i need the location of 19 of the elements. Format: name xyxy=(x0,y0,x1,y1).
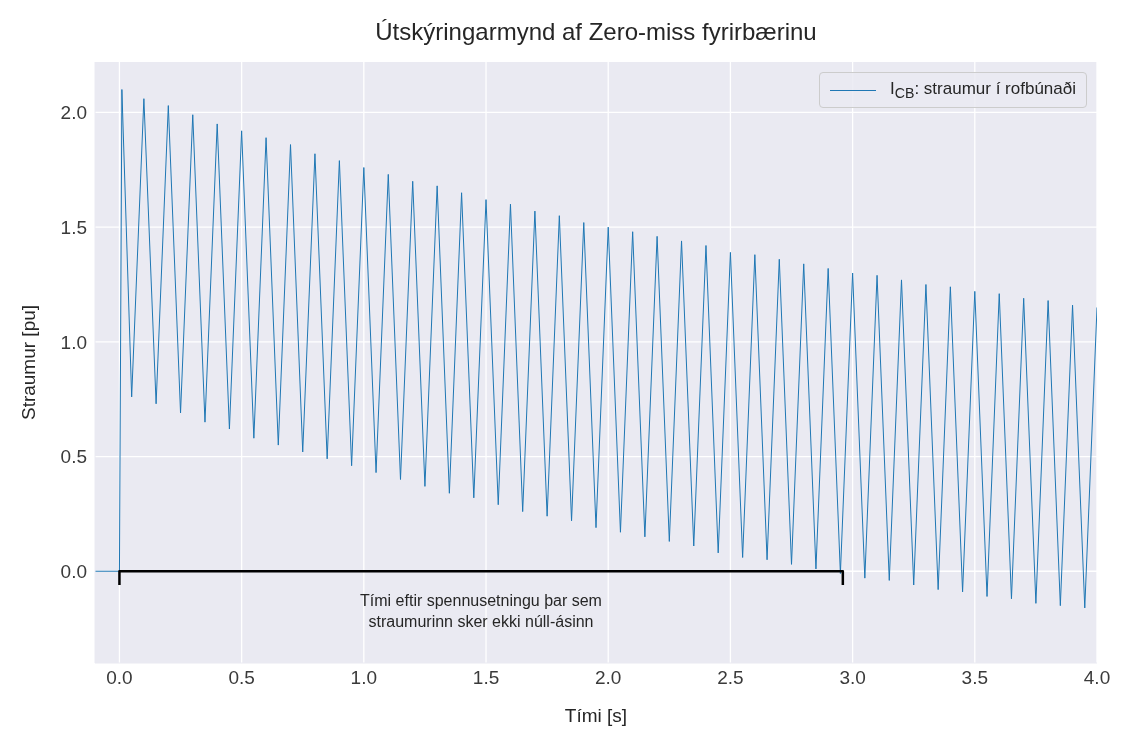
x-axis-title: Tími [s] xyxy=(564,705,628,726)
y-tick-label: 1.5 xyxy=(60,216,87,238)
x-tick-label: 0.0 xyxy=(106,667,133,689)
x-tick-label: 2.5 xyxy=(717,667,744,689)
x-tick-label: 1.0 xyxy=(350,667,378,689)
y-tick-label: 1.0 xyxy=(60,331,87,353)
x-tick-label: 3.0 xyxy=(839,667,866,689)
y-axis-title: Straumur [pu] xyxy=(17,304,39,421)
chart-title: Útskýringarmynd af Zero-miss fyrirbærinu xyxy=(374,18,818,46)
y-tick-label: 2.0 xyxy=(60,102,87,124)
x-tick-label: 3.5 xyxy=(961,667,989,689)
x-tick-label: 4.0 xyxy=(1083,667,1111,689)
annotation: Tími eftir spennusetningu þar sem straumurinn sker ekki núll-ásinn xyxy=(359,591,603,632)
x-tick-label: 1.5 xyxy=(472,667,500,689)
legend-label: I$_{CB}$: straumur í rofbúnaði xyxy=(890,79,1076,102)
y-tick-label: 0.5 xyxy=(60,446,87,468)
x-tick-label: 0.5 xyxy=(228,667,255,689)
x-tick-label: 2.0 xyxy=(595,667,622,689)
y-tick-label: 0.0 xyxy=(60,560,87,582)
